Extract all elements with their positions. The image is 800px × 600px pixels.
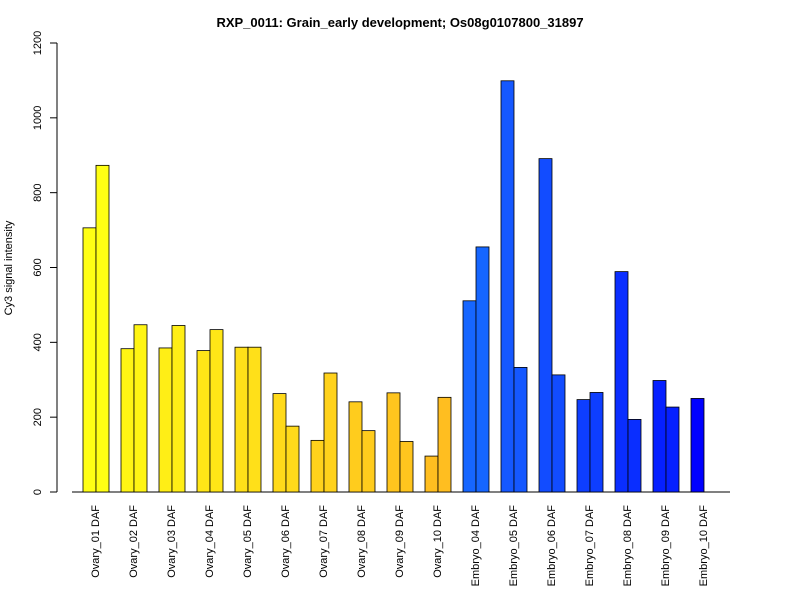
bar	[475, 246, 490, 493]
x-tick-label: Embryo_04 DAF	[470, 505, 482, 587]
x-tick-labels: Ovary_01 DAF Ovary_02 DAF Ovary_03 DAF Ovar…	[90, 505, 710, 587]
x-tick-label: Ovary_01 DAF	[90, 505, 102, 578]
y-tick-label: 0	[32, 489, 44, 495]
x-tick-label: Embryo_05 DAF	[508, 505, 520, 587]
x-tick-label: Ovary_05 DAF	[242, 505, 254, 578]
bar	[171, 325, 186, 493]
bar	[589, 392, 604, 493]
bar	[196, 350, 211, 493]
bar	[272, 393, 287, 493]
y-tick-label: 600	[32, 258, 44, 276]
x-tick-label: Embryo_10 DAF	[698, 505, 710, 587]
y-tick-label: 1000	[32, 106, 44, 130]
x-tick-label: Ovary_09 DAF	[394, 505, 406, 578]
bar	[361, 430, 376, 493]
x-tick-label: Ovary_07 DAF	[318, 505, 330, 578]
x-tick-label: Embryo_07 DAF	[584, 505, 596, 587]
y-tick-label: 200	[32, 408, 44, 426]
x-tick-label: Embryo_06 DAF	[546, 505, 558, 587]
bar	[82, 227, 97, 493]
bar	[665, 406, 680, 493]
bar	[323, 372, 338, 493]
bar	[158, 347, 173, 493]
y-tick-label: 400	[32, 333, 44, 351]
bar	[247, 346, 262, 493]
bar	[513, 367, 528, 493]
bar	[538, 158, 553, 493]
x-tick-label: Ovary_10 DAF	[432, 505, 444, 578]
bar	[310, 439, 325, 493]
bar	[614, 271, 629, 493]
x-tick-label: Ovary_03 DAF	[166, 505, 178, 578]
x-tick-label: Embryo_09 DAF	[660, 505, 672, 587]
bar	[234, 346, 249, 493]
bar	[120, 348, 135, 493]
bar	[348, 401, 363, 493]
bar	[551, 374, 566, 493]
bar	[209, 329, 224, 493]
bars	[82, 80, 705, 493]
chart-title: RXP_0011: Grain_early development; Os08g…	[216, 15, 583, 30]
x-tick-label: Ovary_06 DAF	[280, 505, 292, 578]
x-tick-label: Embryo_08 DAF	[622, 505, 634, 587]
bar	[399, 441, 414, 493]
bar	[652, 380, 667, 493]
bar	[386, 392, 401, 493]
bar	[462, 300, 477, 493]
x-tick-label: Ovary_02 DAF	[128, 505, 140, 578]
bar	[424, 455, 439, 493]
bar	[95, 164, 110, 493]
bar	[500, 80, 515, 493]
x-tick-label: Ovary_08 DAF	[356, 505, 368, 578]
y-axis-label: Cy3 signal intensity	[3, 220, 15, 315]
bar	[285, 425, 300, 493]
bar	[437, 396, 452, 493]
bar	[627, 419, 642, 493]
bar	[133, 324, 148, 493]
x-tick-label: Ovary_04 DAF	[204, 505, 216, 578]
y-tick-label: 800	[32, 183, 44, 201]
bar	[576, 399, 591, 493]
bar	[690, 398, 705, 493]
y-tick-label: 1200	[32, 31, 44, 55]
y-ticks: 0 200 400 600 800 1000 1200	[32, 31, 57, 495]
